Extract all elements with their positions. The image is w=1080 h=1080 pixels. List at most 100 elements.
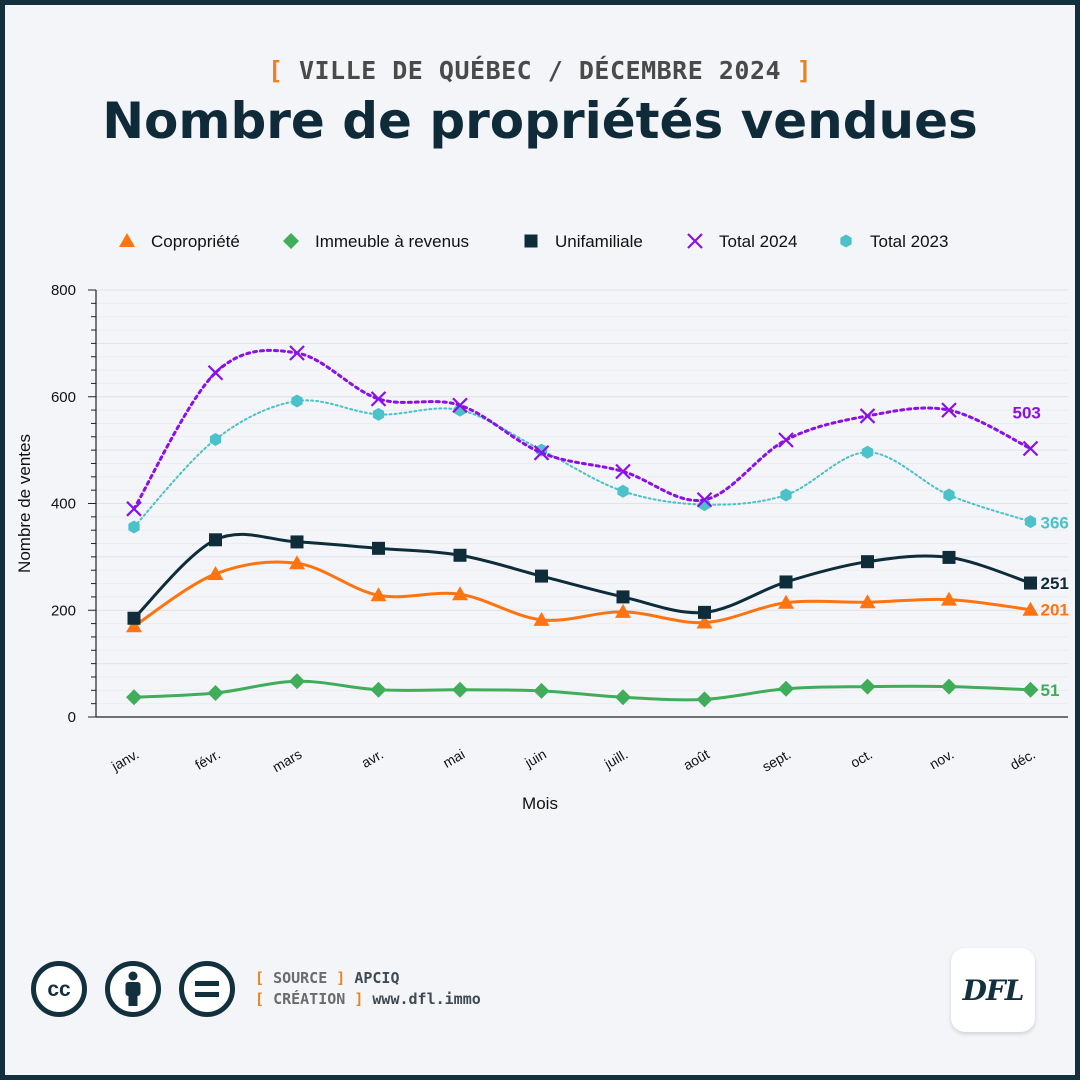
legend-label: Immeuble à revenus [315,232,469,251]
data-point [696,691,713,708]
x-tick-label: mars [270,746,305,775]
x-tick-label: janv. [108,746,142,775]
legend-marker [524,234,538,248]
data-point [1024,515,1037,529]
x-tick-label: juill. [601,746,631,772]
legend-item: Total 2024 [687,232,797,251]
data-point [616,590,630,604]
data-point [207,684,224,701]
data-point [778,432,794,448]
data-point [370,587,387,602]
legend: Copropriété Immeuble à revenus Unifamilial… [119,232,948,251]
y-tick-label: 800 [51,282,76,299]
legend-label: Total 2024 [719,232,797,251]
chart-title: Nombre de propriétés vendues [102,92,978,150]
data-point [1024,576,1037,590]
data-point [780,488,792,502]
x-tick-label: févr. [192,746,223,773]
data-point [617,484,629,498]
data-point [533,682,550,699]
data-point [1022,601,1039,616]
data-point [1022,681,1039,698]
x-tick-label: nov. [926,746,956,773]
data-point [126,618,142,633]
legend-marker [119,233,135,247]
data-point [291,394,303,408]
data-point [859,594,876,609]
data-point [943,488,955,502]
data-point [861,555,874,569]
data-point [533,611,550,626]
data-point [453,548,467,562]
data-point [128,520,140,534]
x-tick-label: mai [440,746,468,771]
legend-marker [283,233,299,249]
legend-marker [840,234,852,248]
end-value-label: 503 [1013,404,1041,423]
series-copropriete: 201 [126,555,1069,633]
data-point [941,402,957,418]
y-tick-label: 200 [51,602,76,619]
data-point [859,678,876,695]
y-tick-label: 600 [51,389,76,406]
data-point [778,594,794,609]
data-point [698,605,711,619]
data-point [209,533,222,547]
data-point [126,689,142,706]
data-point [289,673,305,690]
end-value-label: 251 [1041,574,1069,593]
data-point [779,575,793,589]
data-point [207,565,224,580]
series-total-2023: 366 [128,394,1069,534]
data-point [452,586,468,601]
data-point [861,445,874,459]
legend-label: Copropriété [151,232,240,251]
data-point [289,345,305,361]
legend-label: Total 2023 [870,232,948,251]
data-point [941,591,957,606]
data-point [942,550,956,564]
data-point [372,407,385,421]
legend-marker [687,233,703,249]
data-point [696,614,713,629]
data-point [370,681,387,698]
data-point [778,680,794,697]
data-point [289,555,305,570]
series-line [132,348,1032,511]
data-point [370,391,387,407]
data-point [696,491,713,508]
data-point [126,501,142,517]
x-tick-label: avr. [358,746,386,771]
end-value-label: 201 [1041,601,1069,620]
series-line [133,399,1032,528]
subtitle-text: VILLE DE QUÉBEC / DÉCEMBRE 2024 [298,56,782,85]
data-point [615,689,631,706]
chart-subtitle: [ VILLE DE QUÉBEC / DÉCEMBRE 2024 ] [0,56,1080,85]
bracket-close: ] [796,56,813,85]
data-point [859,408,876,424]
data-point [615,603,631,618]
series-total-2024: 503 [126,345,1041,517]
legend-item: Unifamiliale [524,232,643,251]
page-frame [5,5,1075,1075]
data-point [127,611,141,625]
y-axis-label: Nombre de ventes [15,434,34,573]
data-point [941,678,957,695]
data-point [533,445,550,461]
legend-item: Immeuble à revenus [283,232,469,251]
x-tick-label: sept. [759,746,793,775]
legend-item: Total 2023 [840,232,948,251]
x-axis-label: Mois [522,794,558,813]
x-tick-label: août [680,746,712,774]
series-line [132,679,1032,702]
data-point [372,541,385,555]
bracket-open: [ [267,56,284,85]
data-point [207,364,224,381]
end-value-label: 51 [1041,681,1060,700]
series-immeuble-a-revenus: 51 [126,673,1060,708]
x-tick-label: oct. [847,746,875,771]
legend-label: Unifamiliale [555,232,643,251]
y-tick-label: 400 [51,496,76,513]
data-point [1022,440,1039,457]
legend-item: Copropriété [119,232,240,251]
